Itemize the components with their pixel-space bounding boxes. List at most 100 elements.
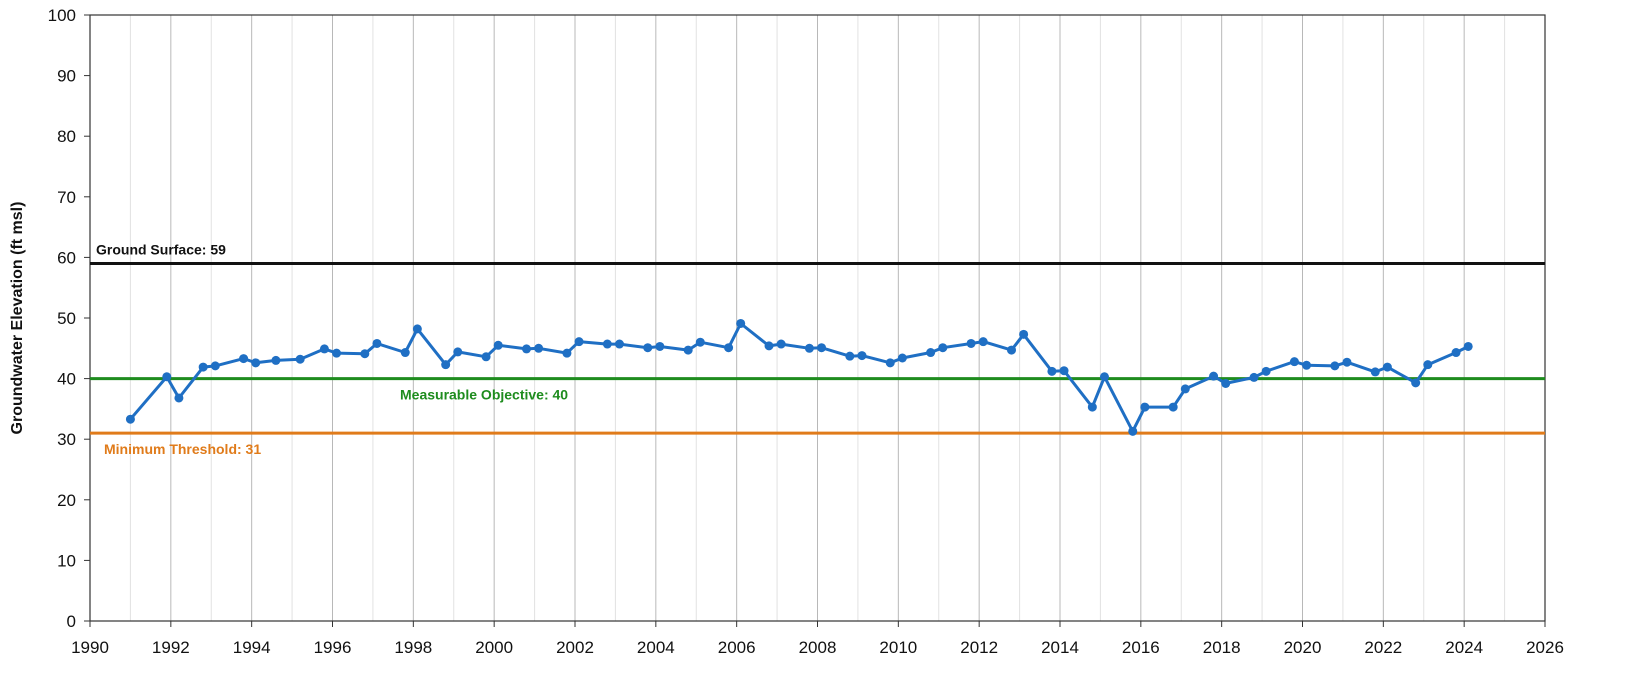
- data-point: [655, 341, 665, 351]
- x-axis-ticks: 1990 1992 1994 1996 1998 2000 2002 2004 2006 2008…: [71, 621, 1564, 657]
- minor-grid: [129, 15, 1506, 621]
- data-point: [1249, 372, 1259, 382]
- data-point: [319, 344, 329, 354]
- y-tick-label: 100: [48, 6, 76, 25]
- x-tick-label: 2022: [1364, 638, 1402, 657]
- data-point: [1451, 348, 1461, 358]
- data-point: [574, 337, 584, 347]
- series-layer: [125, 318, 1473, 436]
- data-point: [817, 343, 827, 353]
- data-point: [332, 348, 342, 358]
- data-point: [926, 348, 936, 358]
- data-point: [1330, 361, 1340, 371]
- data-point: [602, 339, 612, 349]
- x-tick-label: 2002: [556, 638, 594, 657]
- x-tick-label: 2024: [1445, 638, 1483, 657]
- y-tick-label: 30: [57, 430, 76, 449]
- data-point: [897, 353, 907, 363]
- data-point: [978, 337, 988, 347]
- x-tick-label: 2020: [1284, 638, 1322, 657]
- data-point: [1059, 366, 1069, 376]
- data-point: [493, 340, 503, 350]
- data-point: [1180, 384, 1190, 394]
- data-point: [1382, 362, 1392, 372]
- data-point: [251, 358, 261, 368]
- data-point: [1289, 357, 1299, 367]
- data-point: [1302, 360, 1312, 370]
- data-point: [857, 351, 867, 361]
- data-point: [198, 362, 208, 372]
- y-tick-label: 90: [57, 67, 76, 86]
- x-tick-label: 2008: [799, 638, 837, 657]
- x-tick-label: 2006: [718, 638, 756, 657]
- data-point: [522, 344, 531, 354]
- x-tick-label: 1990: [71, 638, 109, 657]
- data-point: [1128, 426, 1138, 436]
- data-point: [481, 352, 491, 362]
- data-point: [695, 337, 705, 347]
- data-point: [1168, 402, 1178, 412]
- data-point: [764, 341, 774, 351]
- data-point: [1261, 366, 1271, 376]
- x-tick-label: 1994: [233, 638, 271, 657]
- data-point: [295, 354, 305, 364]
- data-point: [271, 355, 281, 365]
- data-point: [724, 343, 734, 353]
- data-point: [174, 393, 184, 403]
- data-point: [534, 343, 544, 353]
- x-tick-label: 1996: [314, 638, 352, 657]
- data-point: [453, 347, 463, 357]
- data-point: [1221, 378, 1231, 388]
- y-axis-label: Groundwater Elevation (ft msl): [9, 202, 26, 435]
- y-tick-label: 20: [57, 491, 76, 510]
- data-point: [614, 339, 624, 349]
- data-point: [1140, 402, 1150, 412]
- y-tick-label: 10: [57, 551, 76, 570]
- data-point: [239, 354, 249, 364]
- data-point: [1019, 329, 1029, 339]
- reference-lines: Ground Surface: 59 Measurable Objective: …: [90, 241, 1545, 457]
- minimum-threshold-label: Minimum Threshold: 31: [104, 441, 261, 457]
- x-tick-label: 2018: [1203, 638, 1241, 657]
- x-tick-label: 1992: [152, 638, 190, 657]
- x-tick-label: 2004: [637, 638, 675, 657]
- data-point: [1099, 372, 1109, 382]
- data-point: [372, 338, 382, 348]
- y-axis-ticks: 0 10 20 30 40 50 60 70 80 90 100: [48, 6, 90, 631]
- data-point: [162, 372, 172, 382]
- data-point: [776, 339, 786, 349]
- data-point: [1007, 345, 1016, 355]
- data-point: [804, 343, 814, 353]
- data-point: [1423, 360, 1433, 370]
- data-point: [1087, 402, 1097, 412]
- y-tick-label: 80: [57, 127, 76, 146]
- x-tick-label: 2000: [475, 638, 513, 657]
- major-grid: [170, 15, 1465, 621]
- data-point: [885, 358, 895, 368]
- x-tick-label: 2014: [1041, 638, 1079, 657]
- y-tick-label: 40: [57, 370, 76, 389]
- x-tick-label: 1998: [394, 638, 432, 657]
- data-point: [845, 351, 855, 361]
- data-point: [562, 348, 572, 358]
- data-point: [360, 349, 370, 359]
- data-point: [1411, 378, 1421, 388]
- data-point: [400, 348, 410, 358]
- data-point: [412, 324, 422, 334]
- y-tick-label: 60: [57, 248, 76, 267]
- x-tick-label: 2026: [1526, 638, 1564, 657]
- data-point: [1463, 341, 1473, 351]
- y-tick-label: 70: [57, 188, 76, 207]
- data-point: [1047, 366, 1057, 376]
- y-tick-label: 0: [67, 612, 76, 631]
- data-point: [210, 361, 220, 371]
- data-point: [441, 360, 451, 370]
- y-tick-label: 50: [57, 309, 76, 328]
- data-point: [683, 345, 693, 355]
- data-point: [966, 338, 976, 348]
- measurable-objective-label: Measurable Objective: 40: [400, 387, 568, 403]
- data-point: [1370, 367, 1380, 377]
- data-point: [938, 343, 948, 353]
